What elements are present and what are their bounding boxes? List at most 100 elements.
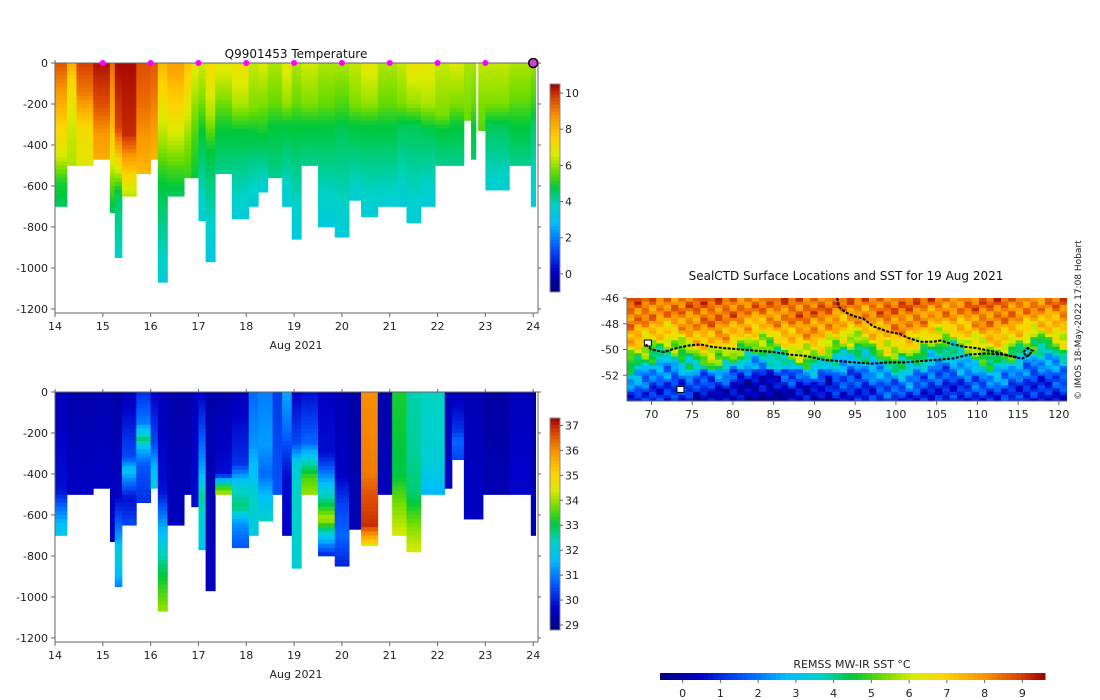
profile-cell xyxy=(463,416,484,422)
sst-cell xyxy=(1052,301,1061,305)
profile-cell xyxy=(282,400,293,405)
profile-cell xyxy=(198,218,207,222)
sst-colorbar-segment xyxy=(684,673,690,680)
sst-cell xyxy=(759,301,767,305)
sst-cell xyxy=(1008,394,1017,399)
profile-cell xyxy=(184,457,192,463)
sst-cell xyxy=(722,343,731,347)
x-tick-label: 23 xyxy=(478,649,492,662)
profile-cell xyxy=(157,523,168,528)
sst-cell xyxy=(707,378,716,383)
profile-cell xyxy=(377,185,398,191)
profile-cell xyxy=(55,120,68,125)
profile-cell xyxy=(334,95,350,101)
sst-cell xyxy=(898,372,907,376)
sst-cell xyxy=(656,368,665,373)
profile-cell xyxy=(114,124,123,129)
profile-cell xyxy=(449,161,465,166)
sst-cell xyxy=(759,381,767,386)
sst-cell xyxy=(1030,372,1039,376)
sst-cell xyxy=(766,346,775,350)
profile-cell xyxy=(392,531,407,536)
profile-cell xyxy=(483,392,510,397)
profile-cell xyxy=(406,149,422,154)
profile-column xyxy=(121,63,137,197)
sst-cell xyxy=(869,301,877,305)
sst-cell xyxy=(634,359,643,363)
profile-cell xyxy=(167,194,185,197)
profile-cell xyxy=(215,128,233,134)
profile-cell xyxy=(334,539,350,545)
profile-cell xyxy=(231,510,250,516)
profile-cell xyxy=(318,202,336,207)
sst-cell xyxy=(627,359,635,363)
profile-cell xyxy=(334,132,350,138)
sst-cell xyxy=(935,298,943,302)
profile-cell xyxy=(318,396,336,401)
sst-colorbar-segment xyxy=(929,673,935,680)
x-tick-label: 23 xyxy=(478,320,492,333)
sst-cell xyxy=(1045,304,1053,309)
profile-cell xyxy=(231,169,250,175)
profile-cell xyxy=(248,523,259,528)
profile-cell xyxy=(167,510,185,516)
sst-cell xyxy=(1045,375,1053,379)
profile-cell xyxy=(258,396,273,401)
sst-cell xyxy=(949,368,958,373)
profile-cell xyxy=(215,469,233,475)
y-tick-label: -1000 xyxy=(16,262,48,275)
profile-column xyxy=(318,392,336,557)
profile-cell xyxy=(76,91,94,97)
profile-cell xyxy=(157,605,168,610)
sst-cell xyxy=(803,310,811,315)
sst-cell xyxy=(678,359,687,363)
sst-cell xyxy=(766,378,775,383)
profile-cell xyxy=(463,490,484,495)
profile-cell xyxy=(248,67,259,72)
profile-cell xyxy=(318,510,336,516)
sst-cell xyxy=(1045,333,1053,338)
sst-cell xyxy=(869,359,877,363)
profile-cell xyxy=(55,161,68,166)
profile-cell xyxy=(530,424,537,430)
profile-cell xyxy=(258,91,269,97)
profile-cell xyxy=(291,555,302,561)
profile-cell xyxy=(478,99,486,105)
profile-cell xyxy=(334,445,350,450)
profile-cell xyxy=(334,99,350,105)
sst-cell xyxy=(759,378,767,383)
profile-cell xyxy=(66,153,77,158)
sst-cell xyxy=(935,365,943,370)
sst-colorbar-segment xyxy=(785,673,791,680)
profile-cell xyxy=(258,149,269,154)
profile-cell xyxy=(231,506,250,512)
profile-cell xyxy=(420,116,436,121)
sst-cell xyxy=(1030,298,1039,302)
sst-cell xyxy=(979,339,987,344)
profile-cell xyxy=(361,173,379,179)
sst-cell xyxy=(913,314,921,318)
sst-cell xyxy=(1045,323,1053,328)
sst-cell xyxy=(1023,304,1031,309)
sst-cell xyxy=(700,310,709,315)
profile-cell xyxy=(282,198,293,203)
profile-column xyxy=(396,63,407,207)
profile-cell xyxy=(361,169,379,175)
sst-cell xyxy=(656,339,665,344)
sst-cell xyxy=(627,301,635,305)
profile-cell xyxy=(231,132,250,138)
profile-cell xyxy=(205,457,216,463)
profile-cell xyxy=(377,412,393,417)
profile-cell xyxy=(205,128,216,134)
sst-cell xyxy=(693,314,701,318)
sst-cell xyxy=(1045,301,1053,305)
profile-cell xyxy=(377,165,398,170)
profile-cell xyxy=(258,153,269,158)
profile-cell xyxy=(93,140,111,146)
colorbar-segment xyxy=(550,608,560,613)
profile-cell xyxy=(157,120,168,125)
profile-cell xyxy=(361,428,379,434)
profile-cell xyxy=(485,169,510,175)
profile-cell xyxy=(231,428,250,434)
sst-cell xyxy=(839,339,848,344)
